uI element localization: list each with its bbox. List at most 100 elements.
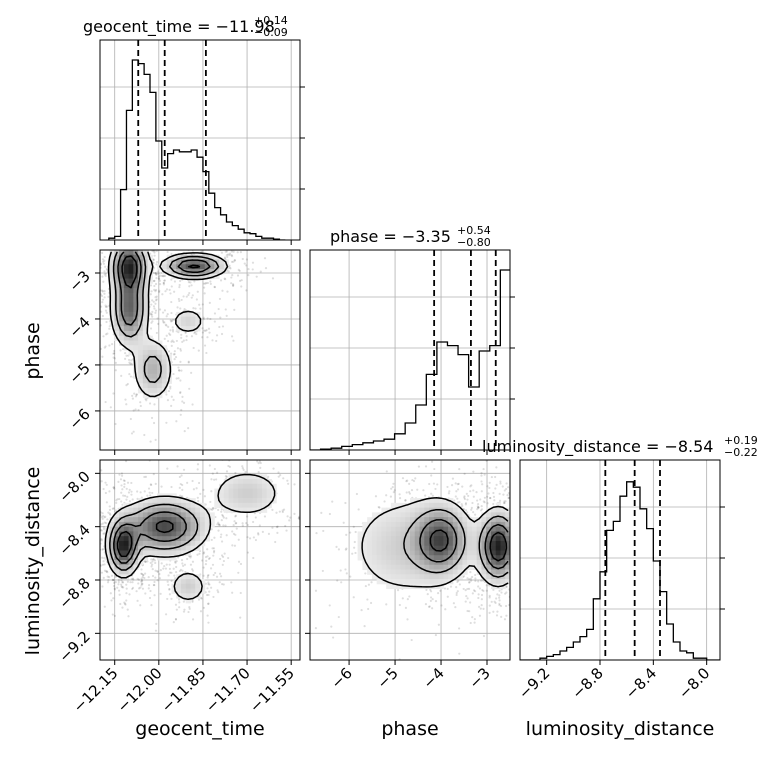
- sample-point: [422, 489, 425, 492]
- density-cell: [114, 550, 120, 556]
- sample-point: [213, 467, 216, 471]
- sample-point: [518, 573, 520, 575]
- sample-point: [512, 556, 514, 558]
- density-cell: [109, 316, 115, 322]
- sample-point: [119, 478, 123, 481]
- density-cell: [128, 517, 134, 523]
- density-cell: [200, 273, 206, 280]
- sample-point: [201, 336, 204, 339]
- sample-point: [406, 618, 409, 621]
- sample-point: [102, 548, 105, 551]
- sample-point: [181, 488, 184, 491]
- sample-point: [541, 612, 543, 614]
- density-cell: [138, 254, 144, 261]
- sample-point: [177, 377, 180, 380]
- sample-point: [140, 580, 143, 583]
- sample-point: [255, 275, 258, 278]
- sample-point: [463, 496, 466, 499]
- sample-point: [511, 545, 513, 547]
- sample-point: [223, 257, 226, 260]
- sample-point: [232, 284, 235, 287]
- density-cell: [166, 526, 172, 532]
- sample-point: [128, 373, 131, 376]
- density-cell: [166, 531, 172, 537]
- sample-point: [110, 242, 112, 244]
- density-cell: [128, 273, 134, 280]
- sample-point: [101, 585, 104, 588]
- sample-point: [170, 344, 173, 347]
- density-cell: [242, 479, 249, 485]
- density-cell: [166, 521, 172, 528]
- density-cell: [247, 474, 253, 480]
- density-cell: [171, 536, 177, 542]
- density-cell: [133, 531, 139, 537]
- sample-point: [210, 528, 213, 531]
- sample-point: [150, 604, 153, 607]
- sample-point: [426, 593, 429, 596]
- sample-point: [486, 502, 489, 505]
- sample-point: [187, 360, 190, 363]
- sample-point: [95, 544, 97, 546]
- sample-point: [182, 401, 186, 405]
- sample-point: [150, 303, 153, 306]
- sample-point: [408, 491, 411, 494]
- sample-point: [287, 482, 290, 485]
- sample-point: [527, 585, 529, 587]
- density-cell: [190, 517, 196, 523]
- density-cell: [185, 579, 191, 585]
- sample-point: [125, 487, 128, 490]
- sample-point: [465, 492, 468, 495]
- sample-point: [458, 468, 461, 471]
- sample-point: [116, 244, 118, 246]
- sample-point: [276, 525, 279, 528]
- sample-point: [124, 352, 127, 355]
- sample-point: [241, 524, 244, 527]
- sample-point: [316, 505, 318, 507]
- sample-point: [531, 533, 533, 535]
- sample-point: [165, 324, 168, 327]
- sample-point: [171, 246, 173, 248]
- sample-point: [311, 535, 313, 537]
- density-cell: [261, 493, 268, 499]
- sample-point: [130, 432, 134, 435]
- sample-point: [146, 560, 149, 563]
- sample-point: [192, 307, 195, 310]
- density-cell: [257, 483, 263, 490]
- sample-point: [93, 254, 95, 256]
- sample-point: [104, 481, 107, 484]
- sample-point: [108, 226, 110, 228]
- density-cell: [133, 326, 139, 332]
- sample-point: [93, 313, 95, 315]
- sample-point: [469, 621, 472, 625]
- sample-point: [174, 560, 177, 563]
- sample-point: [86, 543, 88, 545]
- density-cell: [147, 521, 153, 528]
- sample-point: [511, 497, 513, 499]
- sample-point: [205, 559, 208, 562]
- density-cell: [257, 479, 263, 485]
- density-cell: [185, 502, 191, 509]
- sample-point: [482, 500, 485, 503]
- sample-point: [121, 606, 124, 609]
- sample-point: [251, 261, 255, 264]
- sample-point: [166, 580, 169, 583]
- sample-point: [190, 371, 193, 374]
- sample-point: [174, 577, 177, 580]
- sample-point: [208, 331, 211, 334]
- sample-point: [244, 470, 247, 473]
- density-cell: [157, 340, 163, 346]
- density-cell: [271, 483, 277, 490]
- sample-point: [179, 349, 182, 352]
- sample-point: [455, 490, 458, 493]
- density-cell: [266, 488, 272, 494]
- sample-point: [495, 614, 499, 617]
- density-cell: [142, 345, 149, 351]
- sample-point: [104, 515, 107, 518]
- hist-panel-phase: [309, 249, 515, 455]
- sample-point: [492, 495, 496, 498]
- sample-point: [101, 258, 105, 261]
- sample-point: [203, 292, 206, 295]
- density-cell: [119, 283, 125, 289]
- sample-point: [202, 488, 205, 491]
- density-cell: [261, 474, 268, 480]
